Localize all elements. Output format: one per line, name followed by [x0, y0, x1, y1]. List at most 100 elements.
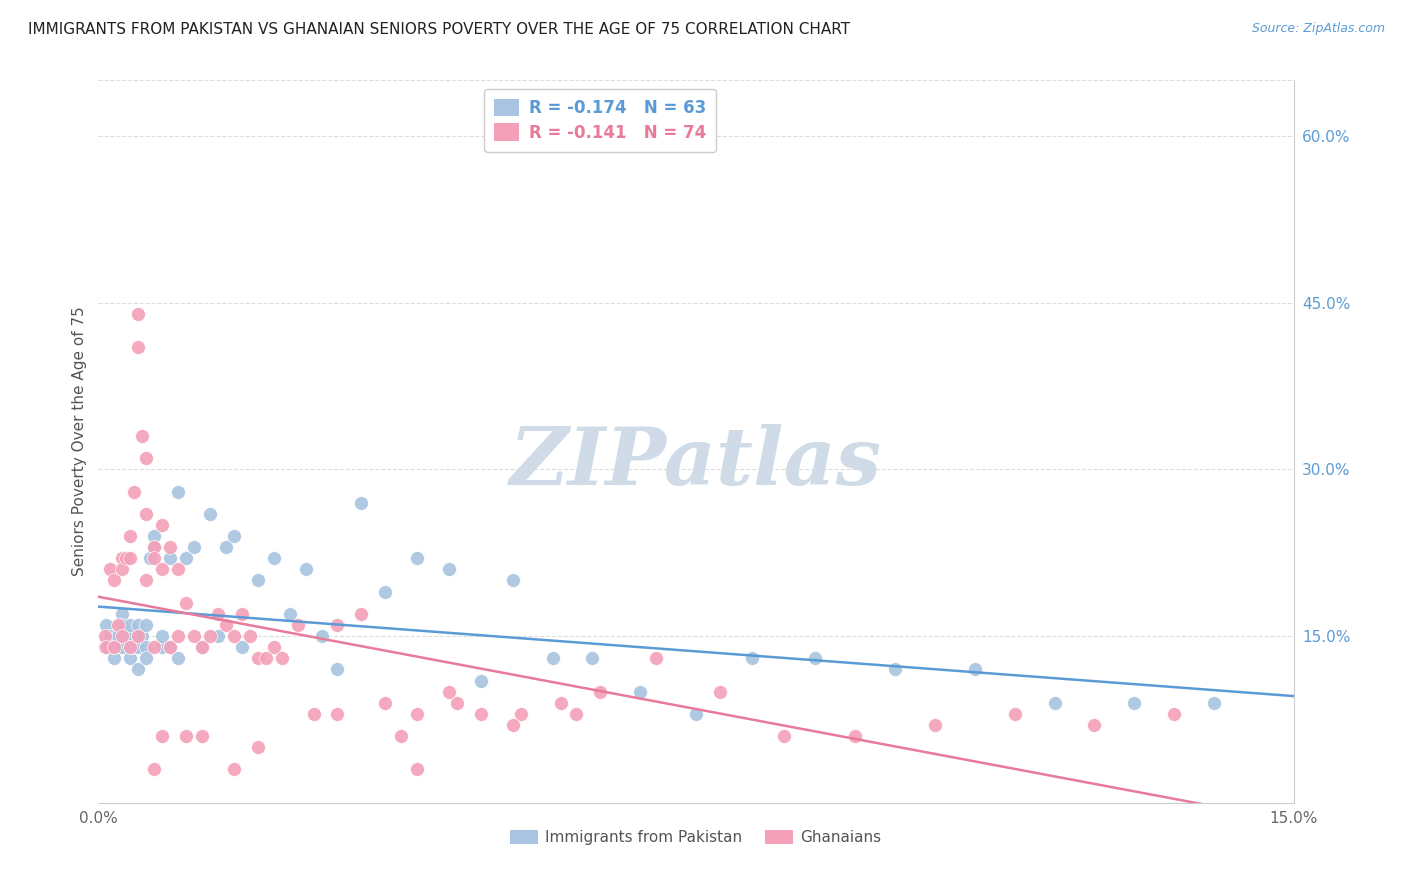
Point — [120, 640, 142, 655]
Point — [167, 484, 190, 499]
Point — [127, 340, 149, 354]
Point — [174, 596, 197, 610]
Point — [191, 640, 214, 655]
Point — [191, 729, 214, 743]
Point — [924, 718, 946, 732]
Point — [143, 540, 166, 554]
Point — [150, 517, 173, 532]
Point — [167, 562, 190, 576]
Point — [963, 662, 986, 676]
Point — [111, 640, 134, 655]
Point — [135, 618, 157, 632]
Point — [124, 640, 146, 655]
Point — [326, 618, 349, 632]
Point — [174, 729, 197, 743]
Point — [96, 618, 118, 632]
Point — [98, 629, 122, 643]
Point — [263, 640, 285, 655]
Point — [143, 529, 166, 543]
Point — [159, 640, 181, 655]
Point — [389, 729, 412, 743]
Point — [94, 629, 117, 643]
Point — [127, 618, 149, 632]
Point — [103, 574, 125, 588]
Point — [124, 484, 146, 499]
Point — [135, 507, 157, 521]
Point — [437, 562, 460, 576]
Point — [131, 629, 153, 643]
Point — [709, 684, 731, 698]
Point — [446, 696, 468, 710]
Point — [127, 629, 149, 643]
Point — [103, 651, 125, 665]
Point — [581, 651, 603, 665]
Point — [1004, 706, 1026, 721]
Point — [509, 706, 531, 721]
Point — [115, 551, 138, 566]
Point — [111, 551, 134, 566]
Point — [1083, 718, 1105, 732]
Point — [294, 562, 316, 576]
Point — [326, 706, 349, 721]
Point — [254, 651, 277, 665]
Point — [198, 629, 221, 643]
Point — [135, 574, 157, 588]
Point — [350, 607, 373, 621]
Point — [231, 607, 253, 621]
Point — [127, 307, 149, 321]
Point — [804, 651, 827, 665]
Point — [470, 673, 492, 688]
Point — [143, 540, 166, 554]
Point — [150, 729, 173, 743]
Text: Source: ZipAtlas.com: Source: ZipAtlas.com — [1251, 22, 1385, 36]
Point — [127, 662, 149, 676]
Point — [215, 540, 238, 554]
Point — [270, 651, 292, 665]
Point — [406, 551, 429, 566]
Point — [94, 640, 117, 655]
Point — [135, 451, 157, 466]
Point — [844, 729, 866, 743]
Point — [120, 551, 142, 566]
Text: IMMIGRANTS FROM PAKISTAN VS GHANAIAN SENIORS POVERTY OVER THE AGE OF 75 CORRELAT: IMMIGRANTS FROM PAKISTAN VS GHANAIAN SEN… — [28, 22, 851, 37]
Point — [541, 651, 564, 665]
Point — [246, 740, 269, 755]
Point — [1043, 696, 1066, 710]
Point — [120, 618, 142, 632]
Point — [207, 629, 229, 643]
Point — [103, 640, 125, 655]
Point — [115, 629, 138, 643]
Point — [1202, 696, 1225, 710]
Point — [565, 706, 588, 721]
Y-axis label: Seniors Poverty Over the Age of 75: Seniors Poverty Over the Age of 75 — [72, 307, 87, 576]
Point — [135, 640, 157, 655]
Point — [302, 706, 325, 721]
Point — [772, 729, 794, 743]
Point — [127, 629, 149, 643]
Point — [120, 651, 142, 665]
Point — [107, 618, 129, 632]
Point — [246, 651, 269, 665]
Point — [167, 651, 190, 665]
Point — [222, 629, 245, 643]
Point — [143, 763, 166, 777]
Point — [502, 718, 524, 732]
Point — [589, 684, 612, 698]
Point — [143, 640, 166, 655]
Point — [374, 696, 396, 710]
Point — [150, 562, 173, 576]
Text: ZIPatlas: ZIPatlas — [510, 425, 882, 502]
Point — [437, 684, 460, 698]
Point — [406, 706, 429, 721]
Point — [98, 562, 122, 576]
Point — [150, 640, 173, 655]
Point — [685, 706, 707, 721]
Point — [111, 562, 134, 576]
Point — [159, 640, 181, 655]
Point — [111, 607, 134, 621]
Point — [207, 607, 229, 621]
Point — [131, 429, 153, 443]
Point — [120, 629, 142, 643]
Point — [1123, 696, 1146, 710]
Point — [278, 607, 301, 621]
